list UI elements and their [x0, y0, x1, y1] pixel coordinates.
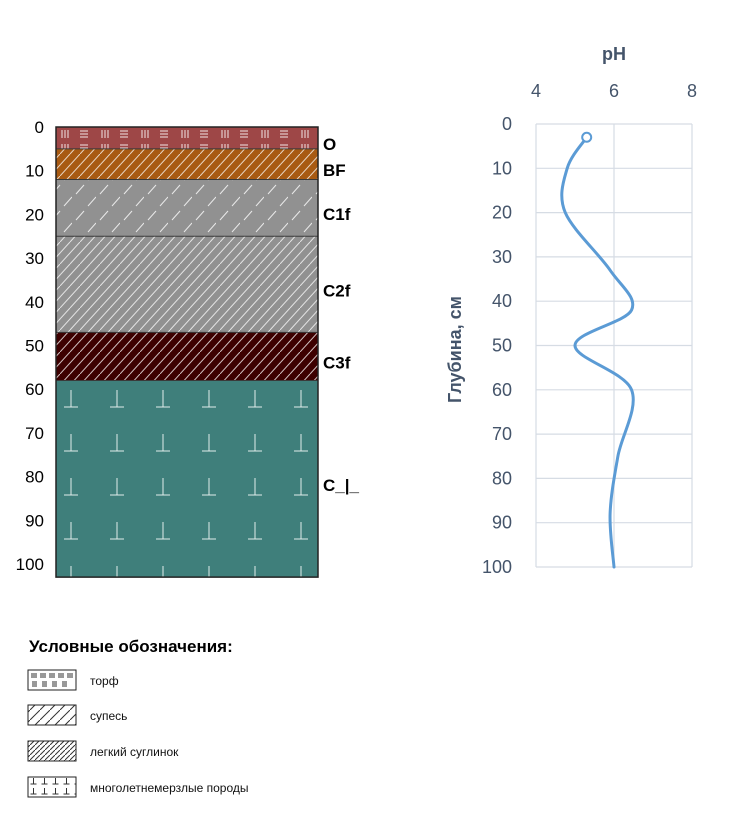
depth-tick-label: 50	[25, 337, 44, 356]
y-tick-label: 40	[492, 291, 512, 311]
y-tick-label: 0	[502, 114, 512, 134]
depth-tick-label: 90	[25, 511, 44, 530]
horizon-label: C3f	[323, 353, 351, 372]
legend: Условные обозначения: торф супесь легкий…	[27, 637, 249, 798]
depth-tick-label: 40	[25, 293, 44, 312]
y-tick-label: 80	[492, 468, 512, 488]
x-tick-label: 4	[531, 81, 541, 101]
horizon-label: C1f	[323, 205, 351, 224]
y-tick-label: 60	[492, 380, 512, 400]
y-tick-label: 100	[482, 557, 512, 577]
horizon-label: O	[323, 135, 336, 154]
depth-tick-label: 0	[35, 118, 44, 137]
depth-tick-label: 10	[25, 162, 44, 181]
depth-tick-label: 20	[25, 205, 44, 224]
depth-tick-label: 100	[16, 555, 44, 574]
y-tick-label: 20	[492, 203, 512, 223]
x-tick-label: 8	[687, 81, 697, 101]
legend-label-sandy-loam: супесь	[90, 709, 127, 723]
y-tick-label: 50	[492, 336, 512, 356]
legend-swatch-loam	[27, 740, 77, 762]
depth-tick-label: 80	[25, 468, 44, 487]
x-tick-label: 6	[609, 81, 619, 101]
legend-label-permafrost: многолетнемерзлые породы	[90, 781, 249, 795]
horizon-texture-0	[56, 127, 318, 149]
y-tick-label: 10	[492, 158, 512, 178]
ph-chart: 0 10 20 30 40 50 60 70 80 90 100 4 6 8 pH Глубина, см	[445, 44, 697, 577]
y-tick-label: 30	[492, 247, 512, 267]
horizon-label: C2f	[323, 281, 351, 300]
legend-swatch-sandy-loam	[27, 704, 77, 726]
horizon-label: BF	[323, 161, 346, 180]
horizon-texture-1	[56, 148, 318, 180]
y-tick-label: 90	[492, 513, 512, 533]
depth-tick-label: 60	[25, 380, 44, 399]
soil-profile: O BF C1f C2f C3f C_|_ 0 10 20 30 40 50 60 70 80 90 100	[16, 118, 359, 578]
legend-swatch-torf	[27, 669, 77, 691]
depth-tick-label: 70	[25, 424, 44, 443]
horizon-texture-4	[56, 332, 318, 381]
ph-series-marker	[581, 131, 593, 143]
legend-title: Условные обозначения:	[29, 637, 233, 656]
horizon-texture-2	[56, 179, 318, 237]
y-tick-label: 70	[492, 424, 512, 444]
legend-item-torf: торф	[27, 669, 119, 691]
legend-item-sandy-loam: супесь	[27, 704, 127, 726]
chart-title: pH	[602, 44, 626, 64]
horizon-texture-3	[56, 236, 318, 333]
ph-series-line	[560, 135, 635, 569]
legend-label-torf: торф	[90, 674, 119, 688]
horizon-texture-5	[56, 380, 318, 578]
legend-label-loam: легкий суглинок	[90, 745, 179, 759]
depth-tick-label: 30	[25, 249, 44, 268]
y-axis-label: Глубина, см	[445, 296, 465, 403]
horizon-label: C_|_	[323, 476, 359, 495]
legend-item-loam: легкий суглинок	[27, 740, 179, 762]
legend-item-permafrost: многолетнемерзлые породы	[27, 776, 249, 798]
profile-frame	[55, 126, 319, 578]
legend-swatch-permafrost	[27, 776, 77, 798]
